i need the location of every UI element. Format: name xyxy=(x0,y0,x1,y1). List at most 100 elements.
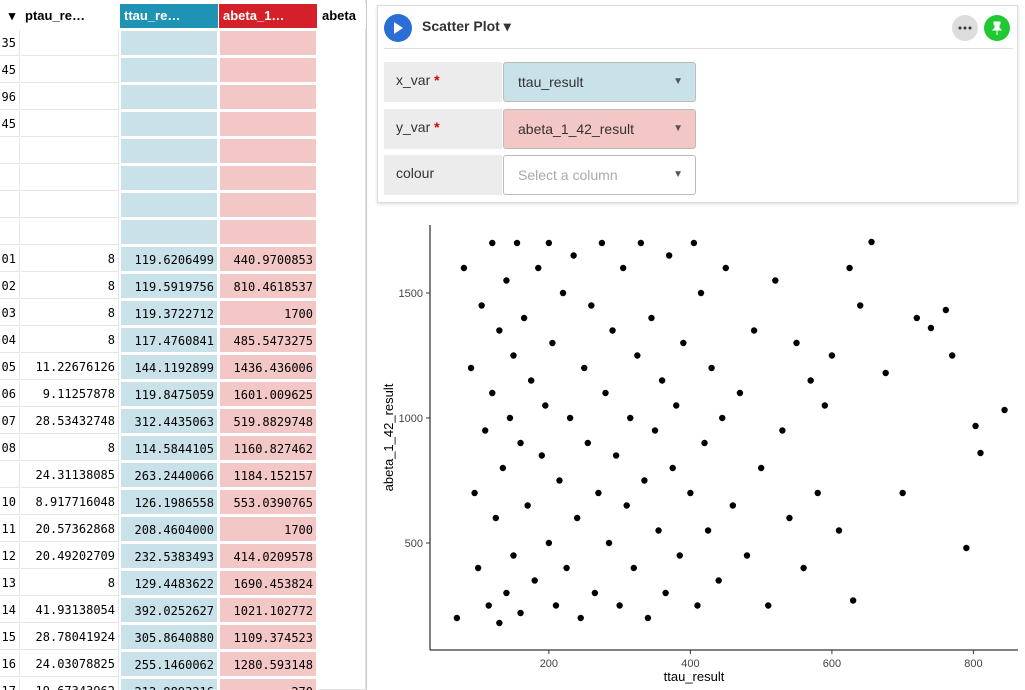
x-tick-label: 800 xyxy=(964,658,982,670)
table-cell xyxy=(21,165,119,191)
header-text: ptau_re… xyxy=(25,8,85,23)
point xyxy=(814,489,821,497)
point xyxy=(510,552,517,559)
point xyxy=(471,489,478,497)
dropdown-caret: ▼ xyxy=(673,169,683,180)
point xyxy=(453,614,461,622)
table-cell: 305.8640880 xyxy=(120,624,218,650)
table-cell: 07 xyxy=(0,408,20,434)
point xyxy=(609,327,616,334)
pin-button[interactable] xyxy=(983,14,1011,42)
table-cell xyxy=(120,30,218,56)
table-cell xyxy=(0,192,20,218)
table-cell xyxy=(219,57,317,83)
field-label: x_var * xyxy=(384,62,502,102)
point xyxy=(520,314,528,322)
field-label: y_var * xyxy=(384,108,502,149)
column-header[interactable]: abeta xyxy=(318,4,366,28)
table-cell: 270 xyxy=(219,678,317,690)
point xyxy=(704,527,712,534)
table-cell xyxy=(120,165,218,191)
cell-bg xyxy=(318,0,366,690)
table-cell: 20.49202709 xyxy=(21,543,119,569)
table-cell: 1436.436006 xyxy=(219,354,317,380)
table-cell: 8 xyxy=(21,300,119,326)
header-caret: ▾ xyxy=(8,8,16,23)
table-cell xyxy=(21,30,119,56)
point xyxy=(807,377,814,384)
point xyxy=(531,577,538,584)
table-cell: 41.93138054 xyxy=(21,597,119,623)
panel-title[interactable]: Scatter Plot ▾ xyxy=(422,18,511,34)
dropdown-caret: ▼ xyxy=(673,76,683,87)
point xyxy=(680,339,687,347)
point xyxy=(584,439,591,447)
point xyxy=(669,464,676,472)
table-cell: 9.11257878 xyxy=(21,381,119,407)
point xyxy=(481,427,489,434)
select-box[interactable]: Select a column ▼ xyxy=(503,155,696,195)
x-tick-label: 200 xyxy=(540,658,558,670)
plot-panel: Scatter Plot ▾ x_var * ttau_result ▼ y_var … xyxy=(377,5,1018,203)
table-cell: 11.22676126 xyxy=(21,354,119,380)
table-cell: 28.53432748 xyxy=(21,408,119,434)
y-tick-label: 1500 xyxy=(399,288,423,300)
column-header[interactable]: abeta_1… xyxy=(219,4,317,28)
point xyxy=(566,414,574,422)
table-cell: 96 xyxy=(0,84,20,110)
point xyxy=(485,602,492,609)
table-cell xyxy=(219,219,317,245)
header-text: ttau_re… xyxy=(124,8,181,23)
table-cell: 485.5473275 xyxy=(219,327,317,353)
table-cell: 8 xyxy=(21,435,119,461)
point xyxy=(821,402,829,409)
field-label-text: colour xyxy=(396,165,435,181)
more-button[interactable] xyxy=(951,14,979,42)
point xyxy=(634,352,641,359)
table-cell: 19.67343962 xyxy=(21,678,119,690)
table-cell: 519.8829748 xyxy=(219,408,317,434)
table-cell: 1700 xyxy=(219,300,317,326)
point xyxy=(556,477,563,484)
point xyxy=(793,339,800,347)
scatter-chart: 200 400 600 800 500 1000 1500 ttau_result abeta_… xyxy=(381,225,1018,684)
table-cell: 119.3722712 xyxy=(120,300,218,326)
table-cell: 114.5844105 xyxy=(120,435,218,461)
point xyxy=(743,552,751,559)
point xyxy=(595,489,602,497)
table-cell xyxy=(219,192,317,218)
table-cell: 03 xyxy=(0,300,20,326)
table-cell: 45 xyxy=(0,57,20,83)
point xyxy=(496,327,503,334)
table-cell: 28.78041924 xyxy=(21,624,119,650)
table-cell xyxy=(120,219,218,245)
table-cell: 16 xyxy=(0,651,20,677)
table-cell: 117.4760841 xyxy=(120,327,218,353)
table-cell: 24.31138085 xyxy=(21,462,119,488)
table-cell xyxy=(0,462,20,488)
point xyxy=(598,239,606,247)
column-header[interactable]: ptau_re… xyxy=(21,4,119,28)
table-cell: 1280.593148 xyxy=(219,651,317,677)
select-box[interactable]: abeta_1_42_result ▼ xyxy=(503,108,696,149)
table-cell: 440.9700853 xyxy=(219,246,317,272)
table-cell: 392.0252627 xyxy=(120,597,218,623)
point xyxy=(828,352,836,359)
table-cell: 1160.827462 xyxy=(219,435,317,461)
point xyxy=(765,602,772,609)
point xyxy=(602,389,609,397)
table-cell xyxy=(0,138,20,164)
table-cell: 05 xyxy=(0,354,20,380)
run-button[interactable] xyxy=(383,14,413,44)
select-box[interactable]: ttau_result ▼ xyxy=(503,62,696,102)
point xyxy=(474,564,482,572)
data-table: ▾ ptau_re… ttau_re… abeta_1… abeta 35 45 96 45 01… xyxy=(0,0,367,690)
point xyxy=(517,609,524,617)
column-header[interactable]: ttau_re… xyxy=(120,4,218,28)
point xyxy=(605,539,613,547)
table-cell: 8 xyxy=(21,570,119,596)
point xyxy=(800,564,807,572)
table-cell: 414.0209578 xyxy=(219,543,317,569)
field-label: colour xyxy=(384,155,502,195)
point xyxy=(708,364,715,372)
